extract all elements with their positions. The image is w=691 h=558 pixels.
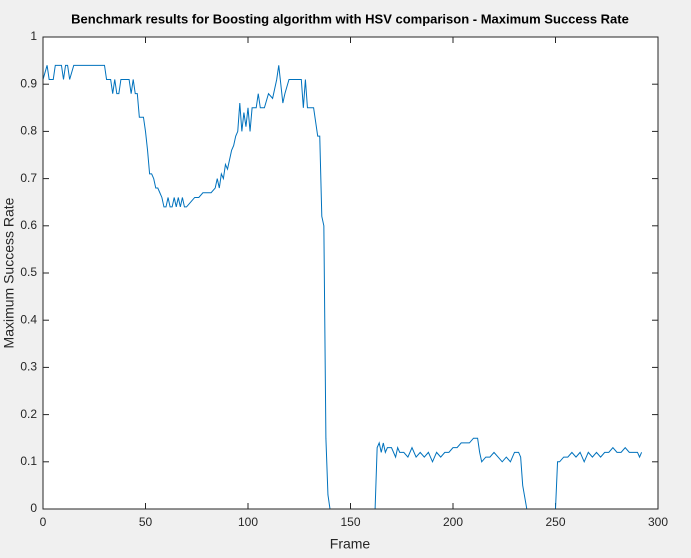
x-tick-label: 300: [648, 515, 668, 529]
x-tick-label: 200: [443, 515, 463, 529]
x-tick-label: 250: [545, 515, 565, 529]
x-tick-label: 50: [139, 515, 153, 529]
data-line: [42, 64, 643, 510]
chart-title: Benchmark results for Boosting algorithm…: [71, 11, 629, 26]
y-tick-label: 0.5: [20, 265, 37, 279]
x-axis-label: Frame: [330, 536, 371, 552]
plot-area: [43, 37, 658, 509]
y-tick-label: 0: [30, 501, 37, 515]
y-tick-label: 0.9: [20, 76, 37, 90]
axes-box: [42, 36, 659, 510]
x-tick-label: 100: [238, 515, 258, 529]
x-tick-label: 150: [340, 515, 360, 529]
y-tick-label: 1: [30, 29, 37, 43]
x-tick-label: 0: [40, 515, 47, 529]
y-axis-label: Maximum Success Rate: [1, 197, 17, 348]
y-tick-label: 0.4: [20, 312, 37, 326]
y-tick-label: 0.1: [20, 454, 37, 468]
y-tick-label: 0.3: [20, 360, 37, 374]
y-tick-label: 0.7: [20, 171, 37, 185]
y-tick-label: 0.2: [20, 407, 37, 421]
y-tick-label: 0.8: [20, 124, 37, 138]
y-tick-label: 0.6: [20, 218, 37, 232]
